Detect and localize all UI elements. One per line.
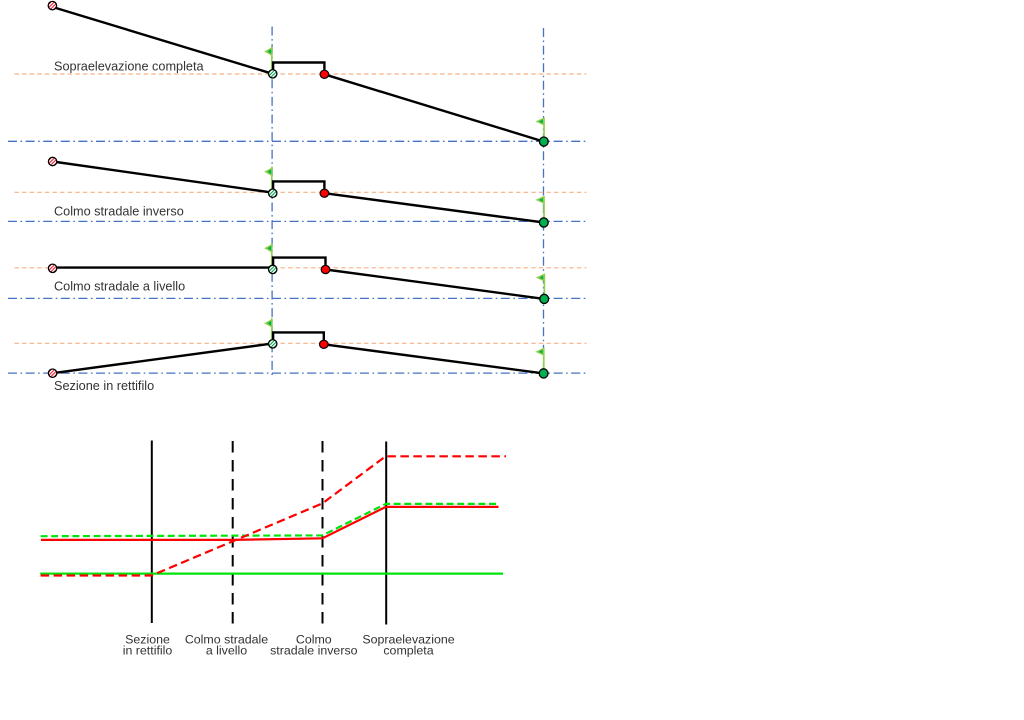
svg-text:Colmo stradale inverso: Colmo stradale inverso bbox=[54, 204, 184, 218]
svg-text:Sezione: Sezione bbox=[125, 632, 170, 646]
svg-text:Sopraelevazione: Sopraelevazione bbox=[362, 632, 454, 646]
svg-text:Colmo: Colmo bbox=[296, 632, 332, 646]
svg-text:Colmo stradale: Colmo stradale bbox=[185, 632, 268, 646]
svg-text:a livello: a livello bbox=[206, 644, 247, 658]
svg-text:Colmo stradale a livello: Colmo stradale a livello bbox=[54, 280, 185, 294]
svg-text:Sopraelevazione completa: Sopraelevazione completa bbox=[54, 60, 204, 74]
svg-text:completa: completa bbox=[383, 644, 433, 658]
svg-text:Sezione in rettifilo: Sezione in rettifilo bbox=[54, 379, 154, 393]
svg-text:stradale inverso: stradale inverso bbox=[270, 644, 358, 658]
svg-text:in rettifilo: in rettifilo bbox=[123, 644, 173, 658]
